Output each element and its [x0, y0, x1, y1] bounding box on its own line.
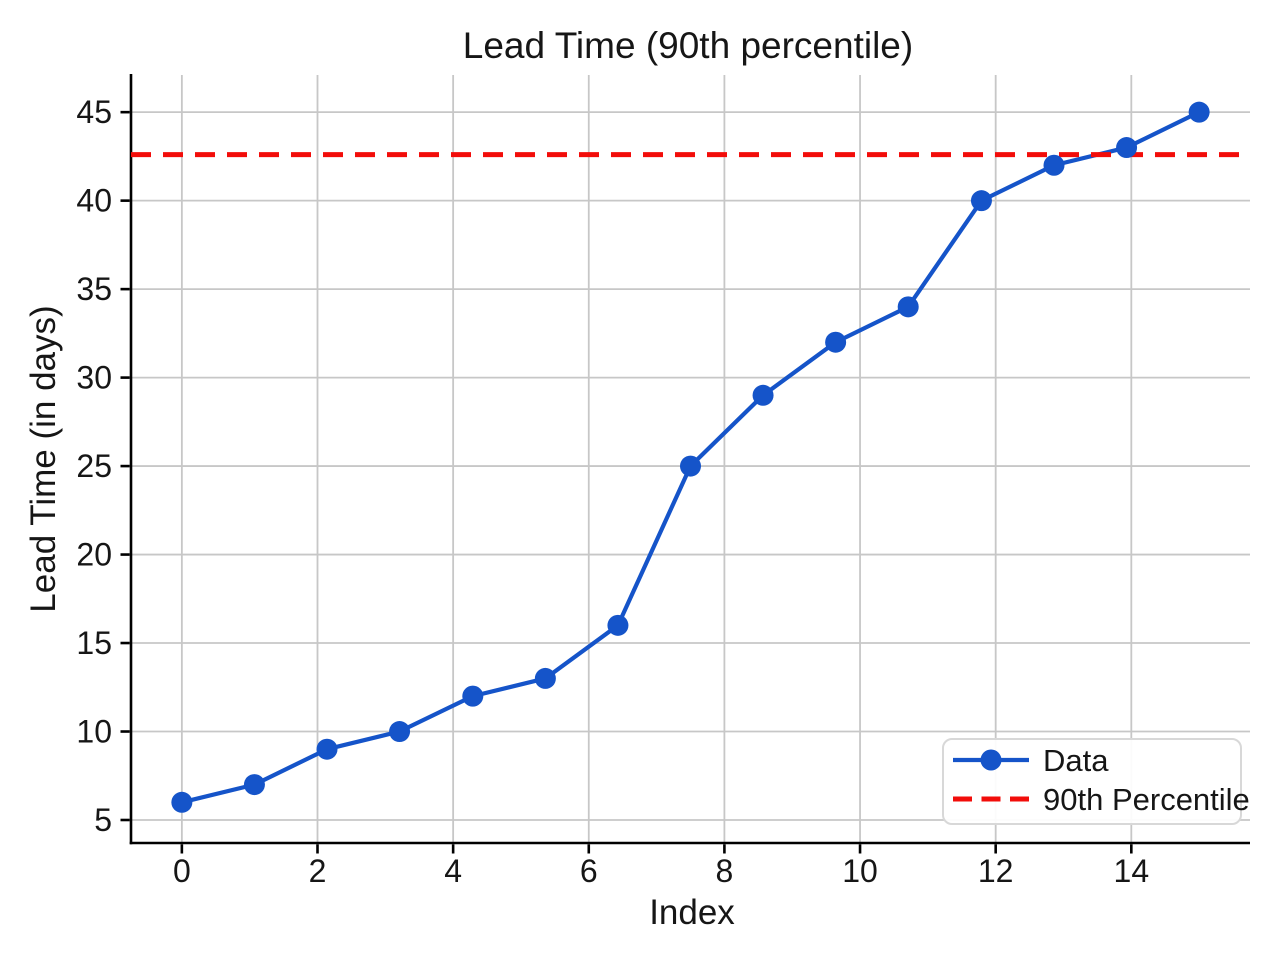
data-point-marker — [534, 667, 556, 689]
data-point-marker — [243, 774, 265, 796]
data-point-markers — [171, 101, 1210, 813]
x-tick-label: 14 — [1114, 853, 1150, 889]
chart-title: Lead Time (90th percentile) — [463, 25, 913, 66]
y-tick-label: 45 — [76, 94, 112, 130]
x-tick-label: 10 — [842, 853, 878, 889]
y-tick-label: 15 — [76, 625, 112, 661]
data-point-marker — [680, 455, 701, 477]
data-point-marker — [970, 190, 992, 212]
x-tick-label: 4 — [444, 853, 462, 889]
data-point-marker — [316, 738, 338, 760]
x-tick-label: 12 — [978, 853, 1014, 889]
data-point-marker — [825, 331, 847, 353]
legend-entry-data: Data — [1043, 743, 1109, 778]
y-tick-label: 40 — [76, 183, 112, 219]
data-point-marker — [607, 614, 629, 636]
x-tick-label: 0 — [173, 853, 191, 889]
y-tick-label: 20 — [76, 537, 112, 573]
y-tick-label: 30 — [76, 360, 112, 396]
legend-marker-sample-icon — [980, 749, 1002, 771]
y-tick-label: 25 — [76, 448, 112, 484]
x-tick-label: 6 — [580, 853, 598, 889]
y-tick-label: 10 — [76, 714, 112, 750]
data-point-marker — [1188, 101, 1210, 123]
axis-ticks — [120, 110, 1133, 854]
y-axis-label: Lead Time (in days) — [24, 305, 63, 612]
y-tick-label: 5 — [94, 802, 112, 838]
data-point-marker — [897, 296, 919, 318]
axis-tick-labels: 0 2 4 6 8 10 12 14 5 10 15 20 25 30 35 40 45 — [76, 94, 1149, 889]
data-point-marker — [1116, 137, 1138, 159]
x-tick-label: 2 — [309, 853, 327, 889]
data-point-marker — [1043, 154, 1065, 176]
data-point-marker — [389, 721, 411, 743]
data-point-marker — [462, 685, 484, 707]
data-point-marker — [752, 384, 774, 406]
data-point-marker — [171, 791, 193, 813]
axes-spines — [129, 74, 1250, 845]
legend-entry-percentile: 90th Percentile — [1043, 782, 1250, 817]
legend: Data 90th Percentile — [942, 738, 1250, 825]
x-tick-label: 8 — [716, 853, 734, 889]
y-tick-label: 35 — [76, 271, 112, 307]
x-axis-label: Index — [649, 893, 735, 932]
